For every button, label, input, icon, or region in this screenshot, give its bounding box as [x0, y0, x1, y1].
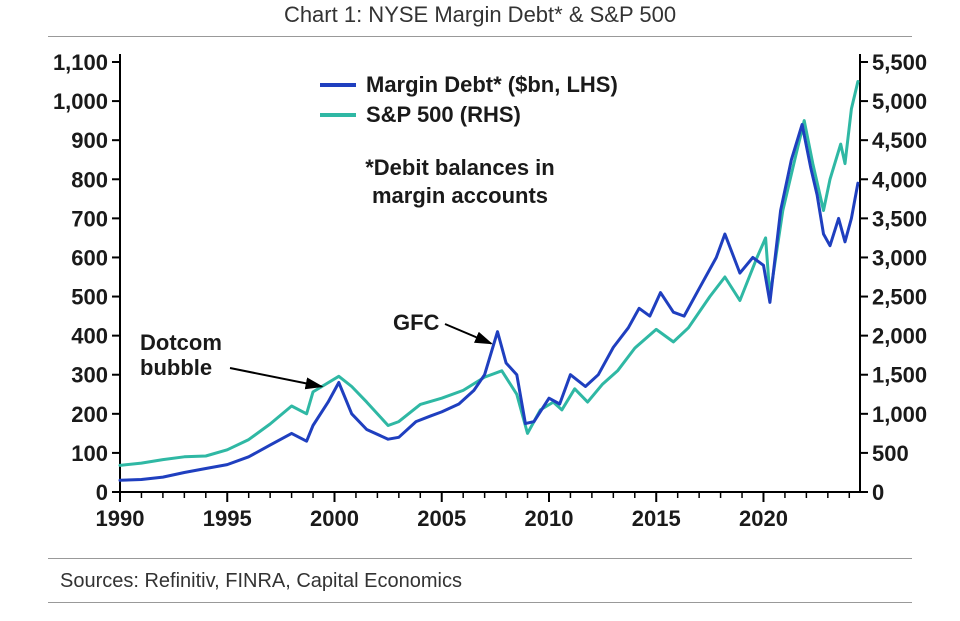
svg-text:2010: 2010 — [525, 506, 574, 531]
rule-bottom — [48, 602, 912, 603]
svg-text:5,500: 5,500 — [872, 50, 927, 75]
svg-text:500: 500 — [71, 285, 108, 310]
svg-text:3,000: 3,000 — [872, 245, 927, 270]
rule-mid — [48, 558, 912, 559]
legend-item-sp500: S&P 500 (RHS) — [320, 102, 618, 128]
svg-text:400: 400 — [71, 324, 108, 349]
svg-text:2,000: 2,000 — [872, 324, 927, 349]
svg-text:5,000: 5,000 — [872, 89, 927, 114]
svg-text:1995: 1995 — [203, 506, 252, 531]
svg-text:100: 100 — [71, 441, 108, 466]
arrow-gfc — [445, 324, 491, 344]
svg-text:1,500: 1,500 — [872, 363, 927, 388]
legend: Margin Debt* ($bn, LHS) S&P 500 (RHS) — [320, 72, 618, 132]
annotation-gfc-text: GFC — [393, 310, 439, 335]
svg-text:4,000: 4,000 — [872, 167, 927, 192]
svg-text:500: 500 — [872, 441, 909, 466]
svg-text:0: 0 — [96, 480, 108, 505]
svg-text:700: 700 — [71, 206, 108, 231]
svg-text:1,000: 1,000 — [872, 402, 927, 427]
svg-text:900: 900 — [71, 128, 108, 153]
svg-text:300: 300 — [71, 363, 108, 388]
svg-text:1,000: 1,000 — [53, 89, 108, 114]
svg-text:200: 200 — [71, 402, 108, 427]
annotation-dotcom: Dotcom bubble — [140, 330, 222, 381]
svg-text:3,500: 3,500 — [872, 206, 927, 231]
svg-text:2000: 2000 — [310, 506, 359, 531]
svg-text:2005: 2005 — [417, 506, 466, 531]
svg-text:2020: 2020 — [739, 506, 788, 531]
svg-text:800: 800 — [71, 167, 108, 192]
annotation-dotcom-line1: Dotcom — [140, 330, 222, 355]
svg-text:0: 0 — [872, 480, 884, 505]
footnote: *Debit balances in margin accounts — [340, 154, 580, 209]
arrow-dotcom — [230, 368, 322, 387]
legend-label-margin-debt: Margin Debt* ($bn, LHS) — [366, 72, 618, 98]
legend-swatch-margin-debt — [320, 83, 356, 87]
svg-text:2015: 2015 — [632, 506, 681, 531]
svg-text:2,500: 2,500 — [872, 285, 927, 310]
annotation-dotcom-line2: bubble — [140, 355, 212, 380]
svg-text:600: 600 — [71, 245, 108, 270]
annotation-gfc: GFC — [393, 310, 439, 335]
legend-label-sp500: S&P 500 (RHS) — [366, 102, 521, 128]
sources-line: Sources: Refinitiv, FINRA, Capital Econo… — [60, 570, 462, 593]
svg-text:1,100: 1,100 — [53, 50, 108, 75]
svg-text:1990: 1990 — [96, 506, 145, 531]
legend-swatch-sp500 — [320, 113, 356, 117]
series-sp500 — [120, 82, 858, 466]
svg-text:4,500: 4,500 — [872, 128, 927, 153]
legend-item-margin-debt: Margin Debt* ($bn, LHS) — [320, 72, 618, 98]
